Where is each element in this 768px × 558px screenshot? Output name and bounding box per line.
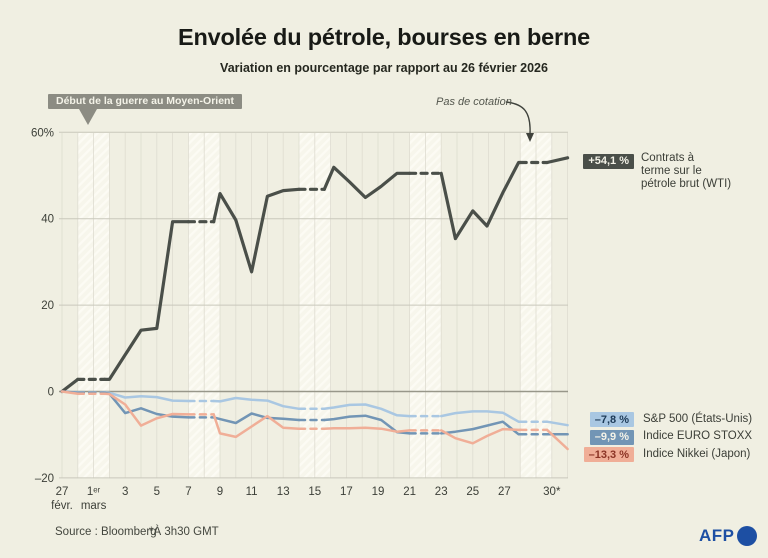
- y-tick-label: –20: [35, 473, 54, 485]
- x-tick-label: 11: [246, 486, 258, 498]
- legend-row-eurostoxx: –9,9 % Indice EURO STOXX: [540, 429, 768, 445]
- x-tick-label: 27: [56, 486, 69, 498]
- x-tick-sublabel: févr.: [51, 500, 73, 512]
- x-tick-label: 15: [308, 486, 321, 498]
- line-wti: [545, 156, 570, 165]
- line-wti: [212, 187, 301, 274]
- wti-label-line2: terme sur le: [641, 165, 702, 178]
- line-nikkei: [323, 426, 411, 433]
- no-quotation-arrow-icon: [505, 101, 534, 142]
- x-tick-sublabel: mars: [81, 500, 107, 512]
- nikkei-badge: –13,3 %: [583, 447, 634, 462]
- x-tick-label: 30*: [543, 486, 561, 498]
- wti-label-line3: pétrole brut (WTI): [641, 178, 732, 191]
- wti-legend-label: Contrats à terme sur le pétrole brut (WT…: [641, 152, 751, 192]
- afp-logo-text: AFP: [699, 526, 735, 545]
- x-tick-label: 3: [122, 486, 128, 498]
- line-nikkei: [60, 390, 80, 395]
- x-tick-label: 13: [277, 486, 290, 498]
- sp500-label: S&P 500 (États-Unis): [643, 412, 753, 425]
- x-tick-label: 19: [372, 486, 385, 498]
- page-subtitle: Variation en pourcentage par rapport au …: [220, 61, 548, 75]
- x-tick-label: 23: [435, 486, 448, 498]
- line-stoxx: [439, 420, 522, 436]
- x-tick-label: 21: [403, 486, 416, 498]
- legend-row-sp500: –7,8 % S&P 500 (États-Unis): [540, 411, 768, 427]
- line-stoxx: [212, 412, 301, 425]
- source-label: Source : Bloomberg: [55, 526, 157, 538]
- page-title: Envolée du pétrole, bourses en berne: [178, 24, 590, 50]
- nikkei-label: Indice Nikkei (Japon): [643, 447, 751, 460]
- y-tick-label: 60%: [31, 127, 54, 139]
- war-start-pointer-icon: [79, 109, 97, 125]
- afp-logo: AFP: [699, 526, 757, 546]
- line-sp500: [545, 420, 569, 427]
- y-tick-label: 40: [41, 214, 54, 226]
- line-wti: [60, 377, 80, 394]
- x-tick-label: 25: [466, 486, 479, 498]
- line-wti: [439, 160, 522, 241]
- line-nikkei: [212, 413, 301, 439]
- wti-badge: +54,1 %: [583, 153, 634, 169]
- x-tick-label: 27: [498, 486, 511, 498]
- line-nikkei: [545, 428, 569, 451]
- line-wti: [322, 165, 412, 200]
- eurostoxx-label: Indice EURO STOXX: [643, 430, 753, 442]
- footnote-label: *À 3h30 GMT: [149, 526, 219, 538]
- line-wti: [103, 220, 190, 381]
- x-tick-label: 5: [154, 486, 160, 498]
- y-tick-label: 20: [41, 300, 54, 312]
- x-tick-label: 1ᵉʳ: [87, 486, 101, 498]
- y-tick-label: 0: [48, 387, 54, 399]
- line-sp500: [323, 403, 411, 418]
- sp500-badge: –7,8 %: [589, 412, 634, 427]
- war-start-badge: Début de la guerre au Moyen-Orient: [48, 94, 242, 109]
- line-sp500: [212, 396, 301, 411]
- line-nikkei: [439, 427, 522, 445]
- eurostoxx-badge: –9,9 %: [589, 429, 634, 445]
- legend-row-nikkei: –13,3 % Indice Nikkei (Japon): [540, 446, 768, 462]
- line-nikkei: [103, 392, 190, 427]
- x-tick-label: 17: [340, 486, 353, 498]
- x-tick-label: 9: [217, 486, 223, 498]
- afp-globe-icon: [736, 526, 757, 546]
- x-tick-label: 7: [185, 486, 191, 498]
- line-sp500: [439, 410, 522, 423]
- no-quotation-label: Pas de cotation: [436, 96, 512, 108]
- wti-final-value: +54,1 %: [540, 151, 634, 169]
- wti-label-line1: Contrats à: [641, 152, 695, 164]
